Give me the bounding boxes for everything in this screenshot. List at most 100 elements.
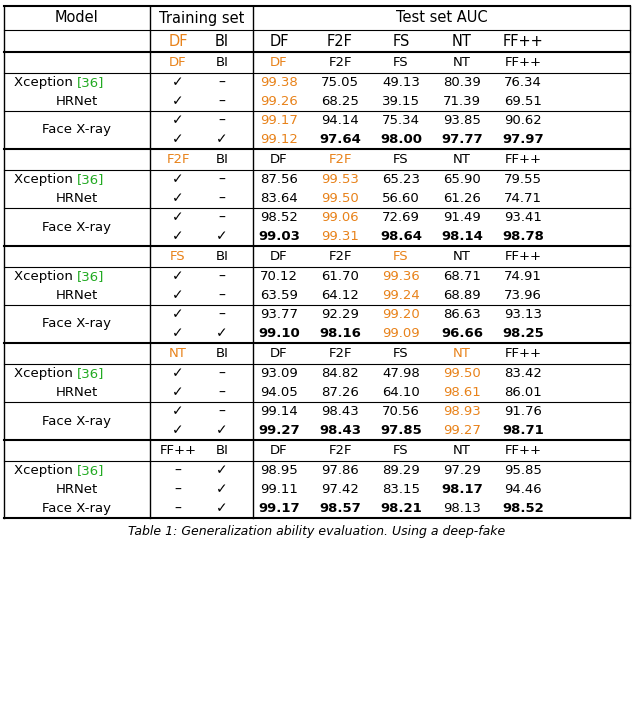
- Text: 99.10: 99.10: [258, 327, 300, 340]
- Text: 98.21: 98.21: [380, 502, 422, 515]
- Text: [36]: [36]: [77, 173, 104, 186]
- Text: DF: DF: [168, 34, 188, 49]
- Text: BI: BI: [216, 347, 228, 360]
- Text: ✓: ✓: [172, 367, 184, 380]
- Text: FS: FS: [170, 250, 186, 263]
- Text: FS: FS: [393, 444, 409, 457]
- Text: FF++: FF++: [504, 347, 541, 360]
- Text: 69.51: 69.51: [504, 95, 542, 108]
- Text: ✓: ✓: [216, 501, 228, 516]
- Text: 83.15: 83.15: [382, 483, 420, 496]
- Text: NT: NT: [453, 153, 471, 166]
- Text: F2F: F2F: [328, 250, 352, 263]
- Text: 97.85: 97.85: [380, 424, 422, 437]
- Text: –: –: [219, 289, 225, 302]
- Text: Test set AUC: Test set AUC: [396, 11, 487, 26]
- Text: Xception: Xception: [14, 173, 77, 186]
- Text: 98.93: 98.93: [443, 405, 481, 418]
- Text: 87.56: 87.56: [260, 173, 298, 186]
- Text: 74.91: 74.91: [504, 270, 542, 283]
- Text: ✓: ✓: [216, 326, 228, 341]
- Text: 65.23: 65.23: [382, 173, 420, 186]
- Text: ✓: ✓: [172, 191, 184, 205]
- Text: 93.85: 93.85: [443, 114, 481, 127]
- Text: ✓: ✓: [172, 173, 184, 186]
- Text: 97.29: 97.29: [443, 464, 481, 477]
- Text: HRNet: HRNet: [56, 483, 98, 496]
- Text: NT: NT: [169, 347, 187, 360]
- Text: 47.98: 47.98: [382, 367, 420, 380]
- Text: –: –: [219, 114, 225, 127]
- Text: 92.29: 92.29: [321, 308, 359, 321]
- Text: DF: DF: [270, 250, 288, 263]
- Text: 99.50: 99.50: [321, 192, 359, 205]
- Text: NT: NT: [452, 34, 472, 49]
- Text: F2F: F2F: [327, 34, 353, 49]
- Text: 98.71: 98.71: [502, 424, 544, 437]
- Text: 99.27: 99.27: [258, 424, 300, 437]
- Text: 99.06: 99.06: [321, 211, 359, 224]
- Text: 98.61: 98.61: [443, 386, 481, 399]
- Text: FF++: FF++: [504, 153, 541, 166]
- Text: 39.15: 39.15: [382, 95, 420, 108]
- Text: BI: BI: [216, 444, 228, 457]
- Text: 98.14: 98.14: [441, 230, 483, 243]
- Text: ✓: ✓: [172, 114, 184, 127]
- Text: 64.10: 64.10: [382, 386, 420, 399]
- Text: ✓: ✓: [172, 132, 184, 147]
- Text: 94.14: 94.14: [321, 114, 359, 127]
- Text: 96.66: 96.66: [441, 327, 483, 340]
- Text: 84.82: 84.82: [321, 367, 359, 380]
- Text: 91.76: 91.76: [504, 405, 542, 418]
- Text: FS: FS: [393, 153, 409, 166]
- Text: 64.12: 64.12: [321, 289, 359, 302]
- Text: 99.26: 99.26: [260, 95, 298, 108]
- Text: FF++: FF++: [504, 250, 541, 263]
- Text: [36]: [36]: [77, 270, 104, 283]
- Text: BI: BI: [216, 153, 228, 166]
- Text: 98.78: 98.78: [502, 230, 544, 243]
- Text: –: –: [219, 367, 225, 380]
- Text: Face X-ray: Face X-ray: [42, 502, 111, 515]
- Text: Xception: Xception: [14, 270, 77, 283]
- Text: 98.00: 98.00: [380, 133, 422, 146]
- Text: HRNet: HRNet: [56, 386, 98, 399]
- Text: 98.95: 98.95: [260, 464, 298, 477]
- Text: 68.89: 68.89: [443, 289, 481, 302]
- Text: ✓: ✓: [216, 230, 228, 243]
- Text: FF++: FF++: [504, 56, 541, 69]
- Text: Table 1: Generalization ability evaluation. Using a deep-fake: Table 1: Generalization ability evaluati…: [129, 526, 506, 538]
- Text: 99.38: 99.38: [260, 76, 298, 89]
- Text: 93.41: 93.41: [504, 211, 542, 224]
- Text: –: –: [219, 211, 225, 225]
- Text: [36]: [36]: [77, 367, 104, 380]
- Text: 73.96: 73.96: [504, 289, 542, 302]
- Text: 70.12: 70.12: [260, 270, 298, 283]
- Text: 99.03: 99.03: [258, 230, 300, 243]
- Text: 72.69: 72.69: [382, 211, 420, 224]
- Text: –: –: [175, 463, 181, 478]
- Text: ✓: ✓: [172, 269, 184, 284]
- Text: F2F: F2F: [166, 153, 189, 166]
- Text: –: –: [219, 173, 225, 186]
- Text: Xception: Xception: [14, 367, 77, 380]
- Text: ✓: ✓: [216, 423, 228, 437]
- Text: ✓: ✓: [172, 405, 184, 418]
- Text: 83.64: 83.64: [260, 192, 298, 205]
- Text: 99.09: 99.09: [382, 327, 420, 340]
- Text: FF++: FF++: [502, 34, 543, 49]
- Text: 99.14: 99.14: [260, 405, 298, 418]
- Text: 98.43: 98.43: [319, 424, 361, 437]
- Text: 70.56: 70.56: [382, 405, 420, 418]
- Text: F2F: F2F: [328, 153, 352, 166]
- Text: ✓: ✓: [216, 132, 228, 147]
- Text: DF: DF: [270, 347, 288, 360]
- Text: –: –: [219, 269, 225, 284]
- Text: Face X-ray: Face X-ray: [42, 221, 111, 233]
- Text: 61.26: 61.26: [443, 192, 481, 205]
- Text: 75.05: 75.05: [321, 76, 359, 89]
- Text: –: –: [219, 405, 225, 418]
- Text: ✓: ✓: [172, 289, 184, 302]
- Text: ✓: ✓: [172, 75, 184, 90]
- Text: ✓: ✓: [172, 423, 184, 437]
